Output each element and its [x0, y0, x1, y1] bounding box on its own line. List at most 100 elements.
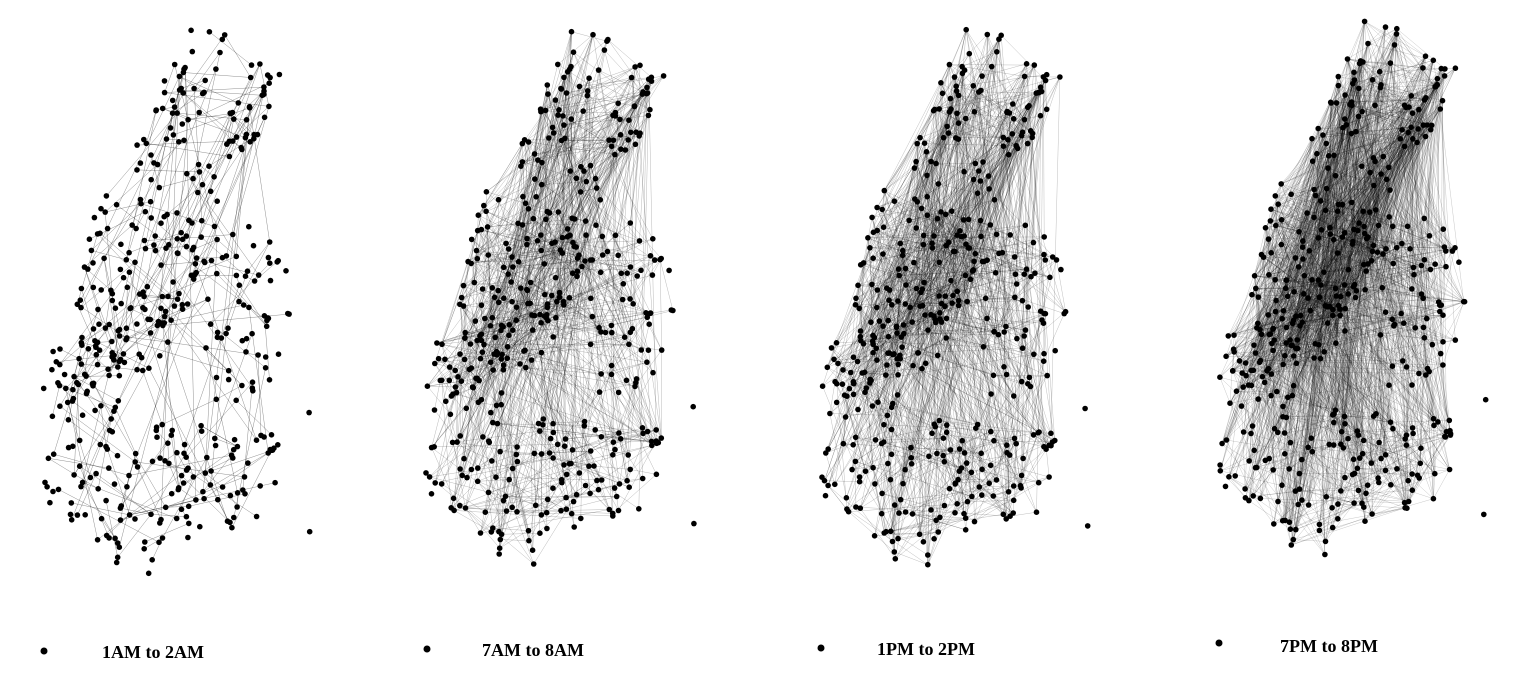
- station-node: [214, 329, 221, 336]
- network-edge: [140, 141, 179, 204]
- station-node: [85, 346, 92, 352]
- station-node: [862, 468, 869, 475]
- station-node: [630, 301, 636, 307]
- network-edge: [577, 271, 617, 497]
- network-edge: [164, 299, 208, 317]
- network-edge: [516, 488, 554, 512]
- station-node: [257, 483, 264, 489]
- station-node: [925, 552, 931, 558]
- station-node: [542, 291, 548, 298]
- station-node: [1017, 482, 1024, 489]
- station-node: [920, 241, 927, 248]
- network-edge: [887, 463, 899, 539]
- station-node: [249, 379, 256, 386]
- station-node: [518, 285, 524, 291]
- network-edge: [891, 365, 914, 408]
- network-edge: [560, 494, 577, 511]
- network-edge: [534, 179, 580, 474]
- network-edge: [525, 367, 636, 387]
- station-node: [494, 352, 500, 358]
- station-node: [552, 274, 559, 281]
- network-edge: [524, 139, 662, 439]
- network-edge: [532, 505, 536, 551]
- network-edge: [533, 218, 563, 254]
- station-node: [202, 470, 209, 476]
- station-node: [887, 476, 894, 483]
- station-node: [506, 476, 512, 483]
- network-edge: [84, 224, 133, 268]
- network-edge: [576, 78, 590, 277]
- network-edge: [933, 110, 968, 302]
- network-edge: [569, 297, 593, 317]
- network-edge: [204, 95, 263, 263]
- network-edge: [827, 112, 1008, 486]
- station-node: [234, 490, 241, 496]
- station-node: [71, 373, 77, 380]
- station-node: [937, 514, 943, 521]
- network-edge: [874, 463, 889, 485]
- network-edge: [481, 229, 593, 261]
- station-node: [82, 512, 88, 518]
- network-edge: [125, 325, 158, 340]
- network-edge: [471, 263, 535, 316]
- network-edge: [905, 268, 959, 301]
- station-node: [217, 49, 223, 56]
- station-node: [478, 396, 485, 403]
- network-edge: [463, 285, 499, 303]
- station-node: [462, 505, 469, 511]
- station-node: [145, 570, 152, 577]
- station-node: [921, 279, 927, 286]
- network-edge: [159, 119, 189, 459]
- network-edge: [562, 86, 580, 116]
- station-node: [473, 247, 480, 254]
- network-edge: [538, 421, 585, 424]
- station-node: [306, 409, 312, 416]
- station-node: [987, 222, 994, 228]
- station-node: [580, 108, 586, 114]
- station-node: [956, 468, 963, 475]
- network-edge: [87, 76, 180, 270]
- station-node: [894, 330, 900, 336]
- station-node: [819, 474, 825, 481]
- network-edge: [985, 298, 1023, 301]
- station-node: [564, 234, 571, 240]
- network-edge: [572, 432, 619, 451]
- network-edge: [77, 304, 96, 347]
- station-node: [1011, 393, 1017, 399]
- network-edge: [541, 119, 620, 163]
- station-node: [67, 511, 74, 518]
- network-edge: [573, 52, 651, 110]
- network-edge: [1050, 76, 1061, 434]
- station-node: [189, 247, 196, 253]
- station-node: [136, 291, 143, 297]
- station-node: [962, 272, 969, 279]
- station-node: [128, 305, 134, 311]
- network-edge: [99, 233, 183, 305]
- network-edge: [837, 363, 843, 385]
- network-edge: [516, 307, 585, 426]
- station-node: [174, 296, 181, 303]
- network-edge: [534, 453, 536, 506]
- network-edge: [509, 324, 612, 375]
- station-node: [550, 334, 556, 340]
- station-node: [510, 264, 516, 270]
- network-edge: [584, 119, 621, 262]
- network-edge: [559, 236, 568, 293]
- network-edge: [921, 208, 942, 304]
- network-edge: [496, 314, 533, 355]
- network-edge: [434, 86, 580, 447]
- station-node: [496, 545, 503, 551]
- network-edge: [993, 440, 1021, 486]
- network-edge: [876, 171, 965, 308]
- network-edge: [558, 109, 662, 439]
- network-edge: [630, 92, 648, 133]
- network-edge: [956, 91, 982, 237]
- station-node: [978, 450, 984, 457]
- station-node: [937, 310, 943, 316]
- network-edge: [611, 374, 644, 434]
- network-edge: [97, 469, 187, 540]
- network-edge: [553, 132, 631, 268]
- network-edge: [540, 235, 657, 475]
- network-edge: [465, 332, 620, 485]
- network-edge: [938, 236, 962, 297]
